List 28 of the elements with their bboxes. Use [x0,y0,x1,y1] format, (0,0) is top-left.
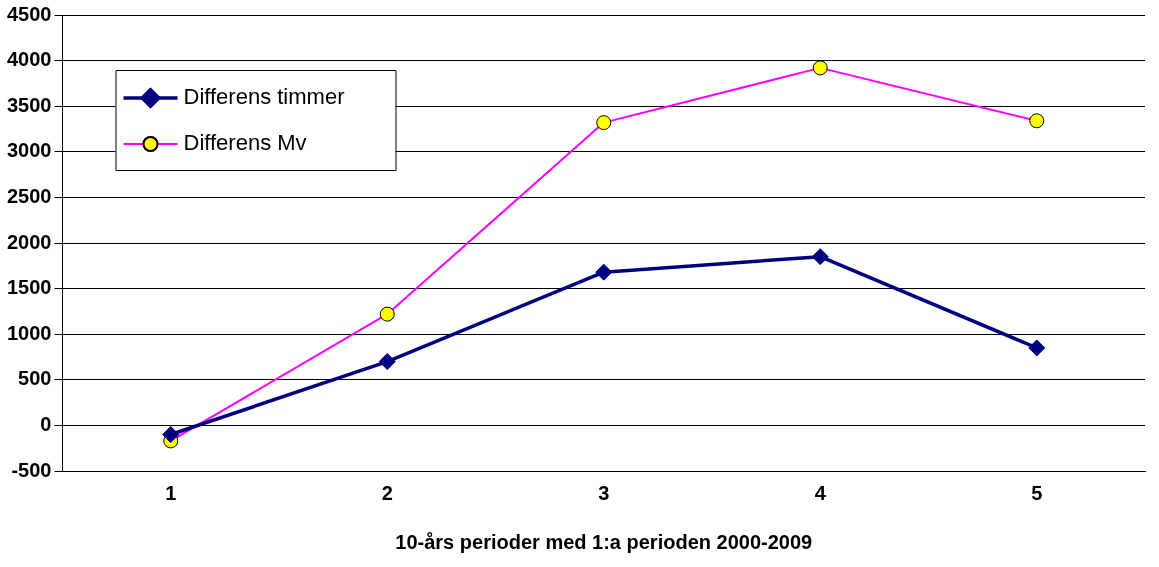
x-tick-label: 5 [1031,481,1043,504]
x-tick-label: 1 [165,481,177,504]
y-tick-label: 0 [40,412,52,435]
y-tick-label: 2500 [6,184,52,207]
point [1029,113,1045,129]
y-tick-label: 4000 [6,48,52,71]
point [378,353,396,371]
y-tick-label: 4500 [6,2,52,25]
x-tick-label: 3 [598,481,610,504]
y-tick-label: 1000 [6,321,52,344]
y-tick-label: 3500 [6,93,52,116]
y-tick-label: 2000 [6,230,52,253]
point [379,306,395,322]
point [596,115,612,131]
point [162,426,180,444]
point [811,248,829,266]
y-tick-label: 3000 [6,139,52,162]
point [812,60,828,76]
point [595,263,613,281]
y-tick-label: 500 [18,367,52,390]
x-tick-label: 4 [814,481,827,504]
legend-label: Differens timmer [183,84,345,110]
y-tick-label: -500 [11,458,52,481]
y-tick-label: 1500 [6,276,52,299]
x-axis-title: 10-års perioder med 1:a perioden 2000-2009 [395,530,813,553]
point [1028,339,1046,357]
x-tick-label: 2 [381,481,393,504]
legend-label: Differens Mv [183,130,307,156]
